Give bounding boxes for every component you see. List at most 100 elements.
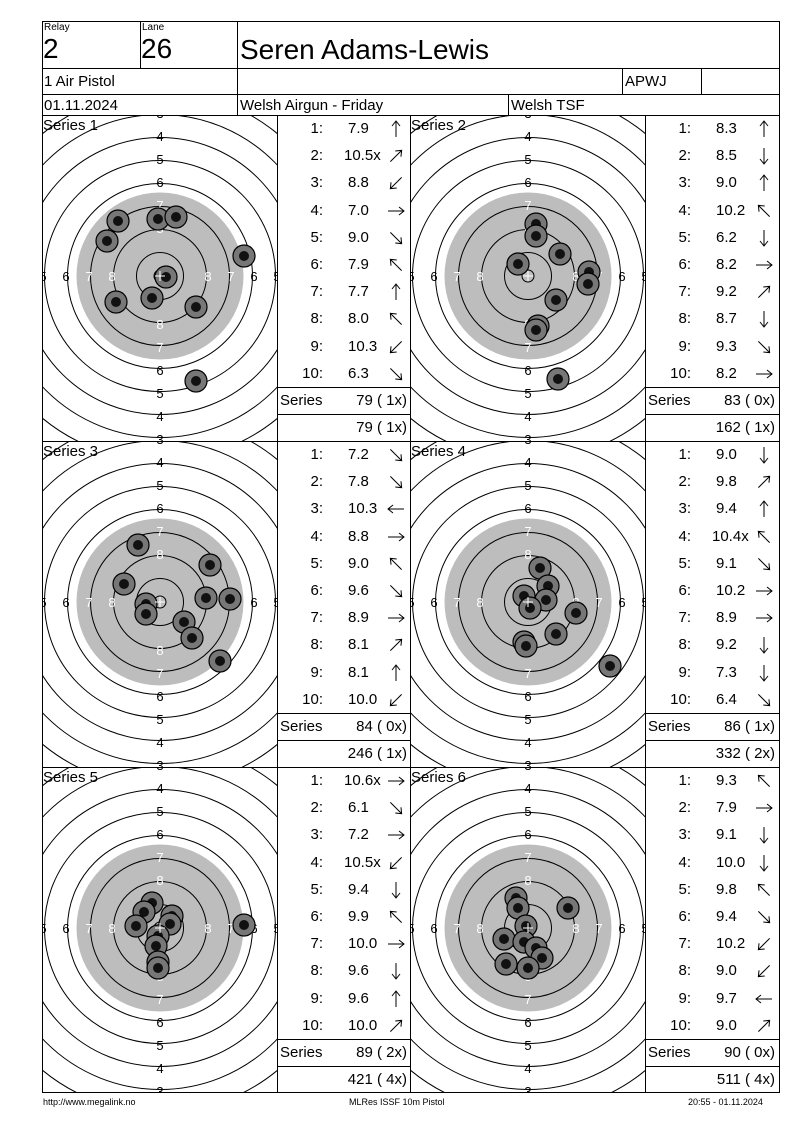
shot-score: 7.9 bbox=[716, 799, 737, 817]
direction-arrow-icon bbox=[759, 120, 769, 137]
ring-number: 8 bbox=[156, 317, 163, 332]
shot-number: 10: bbox=[670, 690, 691, 708]
shot-row: 3: 9.0 bbox=[646, 174, 776, 196]
shot-number: 1: bbox=[310, 446, 323, 463]
shot-number: 9: bbox=[678, 989, 691, 1007]
shot-row: 5: 9.0 bbox=[278, 555, 408, 577]
shot-score: 9.6 bbox=[348, 962, 369, 980]
ring-number: 8 bbox=[524, 873, 531, 888]
shot-score: 6.1 bbox=[348, 799, 369, 817]
ring-number: 7 bbox=[156, 850, 163, 865]
ring-number: 5 bbox=[273, 595, 277, 610]
ring-number: 3 bbox=[156, 116, 163, 121]
shot-score: 10.2 bbox=[716, 935, 746, 953]
shot-number: 9: bbox=[310, 663, 323, 681]
ring-number: 7 bbox=[595, 595, 602, 610]
direction-arrow-icon bbox=[757, 910, 771, 924]
ring-number: 6 bbox=[430, 921, 437, 936]
shot-score: 7.8 bbox=[348, 473, 369, 491]
shot-row: 2: 6.1 bbox=[278, 799, 408, 821]
shot-number: 8: bbox=[310, 310, 323, 328]
ring-number: 7 bbox=[156, 340, 163, 355]
shot-number: 8: bbox=[678, 636, 691, 654]
series-total-label: Series bbox=[648, 392, 691, 409]
ring-number: 7 bbox=[453, 921, 460, 936]
shot-score: 9.1 bbox=[716, 826, 737, 844]
ring-number: 7 bbox=[524, 340, 531, 355]
shot-score: 10.0 bbox=[716, 853, 746, 871]
target-series-6: 33445555666677778888 bbox=[411, 768, 645, 1093]
shot-score: 10.0 bbox=[348, 690, 378, 708]
ring-number: 4 bbox=[524, 455, 531, 470]
direction-arrow-icon bbox=[389, 340, 403, 353]
shot-row: 5: 9.0 bbox=[278, 229, 408, 251]
shot-row: 10: 9.0 bbox=[646, 1017, 776, 1039]
shot-row: 5: 9.8 bbox=[646, 881, 776, 903]
organizer: Welsh TSF bbox=[511, 97, 585, 114]
shot-row: 6: 9.9 bbox=[278, 908, 408, 930]
ring-number: 8 bbox=[476, 595, 483, 610]
shot-number: 10: bbox=[670, 364, 691, 382]
shot-number: 3: bbox=[310, 826, 323, 844]
relay-label: Relay bbox=[44, 22, 70, 33]
direction-arrow-icon bbox=[389, 557, 403, 570]
footer-url[interactable]: http://www.megalink.no bbox=[43, 1097, 136, 1107]
direction-arrow-icon bbox=[759, 664, 769, 682]
ring-number: 7 bbox=[524, 198, 531, 213]
shot-number: 6: bbox=[678, 582, 691, 599]
shot-number: 4: bbox=[678, 201, 691, 219]
shot-row: 7: 10.0 bbox=[278, 935, 408, 957]
shot-row: 1: 10.6x bbox=[278, 772, 408, 794]
shot-row: 2: 7.9 bbox=[646, 799, 776, 821]
ring-number: 7 bbox=[85, 595, 92, 610]
shot-score: 7.0 bbox=[348, 201, 369, 219]
shot-score: 8.2 bbox=[716, 256, 737, 273]
series-title: Series 5 bbox=[43, 769, 99, 786]
cumulative-total: 79 ( 1x) bbox=[356, 419, 407, 436]
shot-score: 9.3 bbox=[716, 772, 737, 789]
shot-row: 1: 7.2 bbox=[278, 446, 408, 468]
ring-number: 7 bbox=[156, 198, 163, 213]
ring-number: 5 bbox=[411, 921, 415, 936]
shot-number: 4: bbox=[678, 853, 691, 871]
direction-arrow-icon bbox=[389, 258, 403, 272]
shot-row: 8: 8.1 bbox=[278, 636, 408, 658]
shot-score: 10.5x bbox=[344, 853, 381, 871]
direction-arrow-icon bbox=[391, 989, 401, 1007]
direction-arrow-icon bbox=[388, 831, 405, 840]
shot-number: 9: bbox=[678, 337, 691, 355]
shot-score: 9.8 bbox=[716, 880, 737, 898]
direction-arrow-icon bbox=[759, 174, 769, 192]
shot-row: 2: 10.5x bbox=[278, 147, 408, 169]
shot-row: 8: 8.0 bbox=[278, 310, 408, 332]
series-total: 86 ( 1x) bbox=[724, 718, 775, 735]
shot-row: 3: 9.4 bbox=[646, 500, 776, 522]
shot-number: 4: bbox=[678, 527, 691, 545]
shot-row: 10: 10.0 bbox=[278, 1017, 408, 1039]
shot-score: 9.2 bbox=[716, 636, 737, 654]
direction-arrow-icon bbox=[756, 260, 773, 270]
direction-arrow-icon bbox=[389, 313, 403, 326]
shot-row: 9: 7.3 bbox=[646, 664, 776, 686]
shot-number: 1: bbox=[678, 772, 691, 789]
direction-arrow-icon bbox=[759, 311, 769, 329]
shot-number: 5: bbox=[678, 880, 691, 898]
ring-number: 6 bbox=[524, 363, 531, 378]
ring-number: 3 bbox=[156, 1084, 163, 1093]
shot-score: 9.4 bbox=[348, 880, 369, 898]
lane-label: Lane bbox=[142, 22, 165, 33]
target-series-3: 33445555666677778888 bbox=[43, 442, 277, 767]
shot-number: 2: bbox=[678, 799, 691, 817]
direction-arrow-icon bbox=[389, 693, 403, 707]
ring-number: 8 bbox=[476, 269, 483, 284]
target-series-1: 33445555666677778888 bbox=[43, 116, 277, 441]
shot-score: 8.9 bbox=[716, 609, 737, 627]
shot-number: 4: bbox=[310, 527, 323, 545]
ring-number: 7 bbox=[156, 666, 163, 681]
shot-number: 6: bbox=[310, 908, 323, 925]
shot-score: 9.0 bbox=[348, 554, 369, 572]
shot-score: 9.0 bbox=[716, 1016, 737, 1034]
shot-score: 8.9 bbox=[348, 609, 369, 627]
shot-score: 9.0 bbox=[348, 228, 369, 246]
direction-arrow-icon bbox=[756, 586, 773, 596]
